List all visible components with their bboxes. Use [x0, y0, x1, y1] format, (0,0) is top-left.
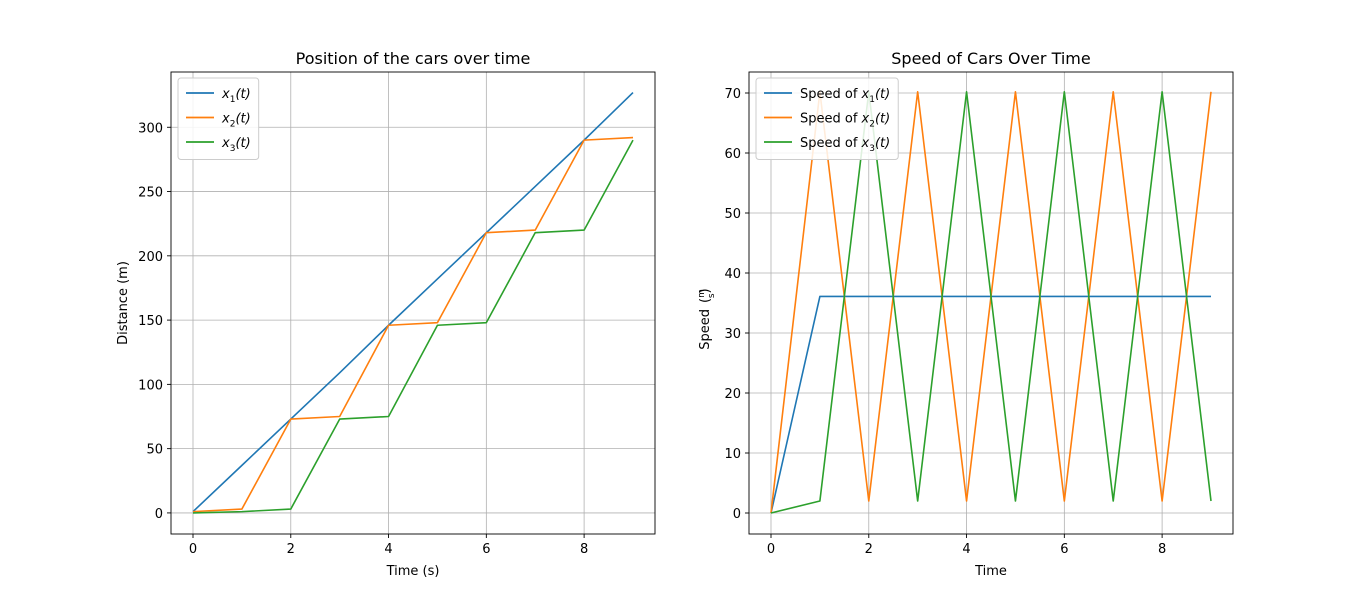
position-chart-legend-label-1: x1(t) [221, 87, 251, 105]
speed-chart-series-3-line [770, 91, 1212, 514]
position-chart: Position of the cars over time Time (s) … [116, 49, 656, 579]
position-chart-series-1-line [192, 91, 634, 513]
position-chart-y-tick-label: 0 [155, 507, 163, 522]
speed-chart-legend-label-2: Speed of x2(t) [800, 112, 890, 130]
speed-chart-x-tick-label: 4 [962, 542, 970, 557]
position-chart-x-tick-label: 2 [287, 542, 295, 557]
speed-chart-ylabel-group: Speed (ms) [697, 288, 717, 349]
position-chart-series-2-line [192, 136, 634, 513]
speed-chart-x-tick-label: 2 [865, 542, 873, 557]
speed-chart-plot-frame [748, 71, 1234, 535]
position-chart-legend: x1(t) x2(t) x3(t) [177, 77, 260, 160]
position-chart-y-tick-label: 100 [138, 378, 163, 393]
speed-chart-xlabel: Time [974, 564, 1007, 579]
position-chart-plot-frame [170, 71, 656, 535]
position-chart-xlabel: Time (s) [386, 564, 440, 579]
position-chart-x-tick-label: 8 [580, 542, 588, 557]
position-chart-y-tick-label: 150 [138, 314, 163, 329]
position-chart-y-tick-label: 300 [138, 121, 163, 136]
speed-chart-y-tick-label: 70 [724, 87, 741, 102]
position-chart-legend-box [177, 77, 260, 160]
speed-chart-legend: Speed of x1(t) Speed of x2(t) Speed of x3(… [755, 77, 899, 160]
speed-chart-x-tick-label: 8 [1158, 542, 1166, 557]
speed-chart: Speed of Cars Over Time Time Speed (ms) … [697, 49, 1234, 579]
position-chart-x-tick-label: 6 [482, 542, 490, 557]
position-chart-title: Position of the cars over time [296, 49, 531, 68]
position-chart-ylabel: Distance (m) [116, 261, 131, 345]
speed-chart-ylabel: Speed [698, 309, 713, 350]
speed-chart-y-tick-label: 0 [733, 507, 741, 522]
speed-chart-x-tick-label: 6 [1060, 542, 1068, 557]
speed-chart-ylabel-unit: (ms) [697, 288, 717, 303]
position-chart-legend-label-3: x3(t) [221, 136, 251, 154]
speed-chart-x-tick-label: 0 [767, 542, 775, 557]
position-chart-legend-label-2: x2(t) [221, 112, 251, 130]
speed-chart-y-tick-label: 10 [724, 447, 741, 462]
position-chart-y-tick-label: 200 [138, 250, 163, 265]
position-chart-y-tick-label: 50 [146, 443, 163, 458]
speed-chart-y-tick-label: 30 [724, 327, 741, 342]
speed-chart-title: Speed of Cars Over Time [891, 49, 1090, 68]
speed-chart-legend-box [755, 77, 899, 160]
position-chart-x-tick-label: 4 [384, 542, 392, 557]
position-chart-series-3-line [192, 139, 634, 514]
position-chart-x-tick-label: 0 [189, 542, 197, 557]
speed-chart-y-tick-label: 60 [724, 147, 741, 162]
position-chart-grid [171, 72, 655, 534]
speed-chart-legend-label-1: Speed of x1(t) [800, 87, 890, 105]
speed-chart-y-tick-label: 20 [724, 387, 741, 402]
speed-chart-y-tick-label: 40 [724, 267, 741, 282]
speed-chart-legend-label-3: Speed of x3(t) [800, 136, 890, 154]
position-chart-y-tick-label: 250 [138, 186, 163, 201]
speed-chart-y-tick-label: 50 [724, 207, 741, 222]
